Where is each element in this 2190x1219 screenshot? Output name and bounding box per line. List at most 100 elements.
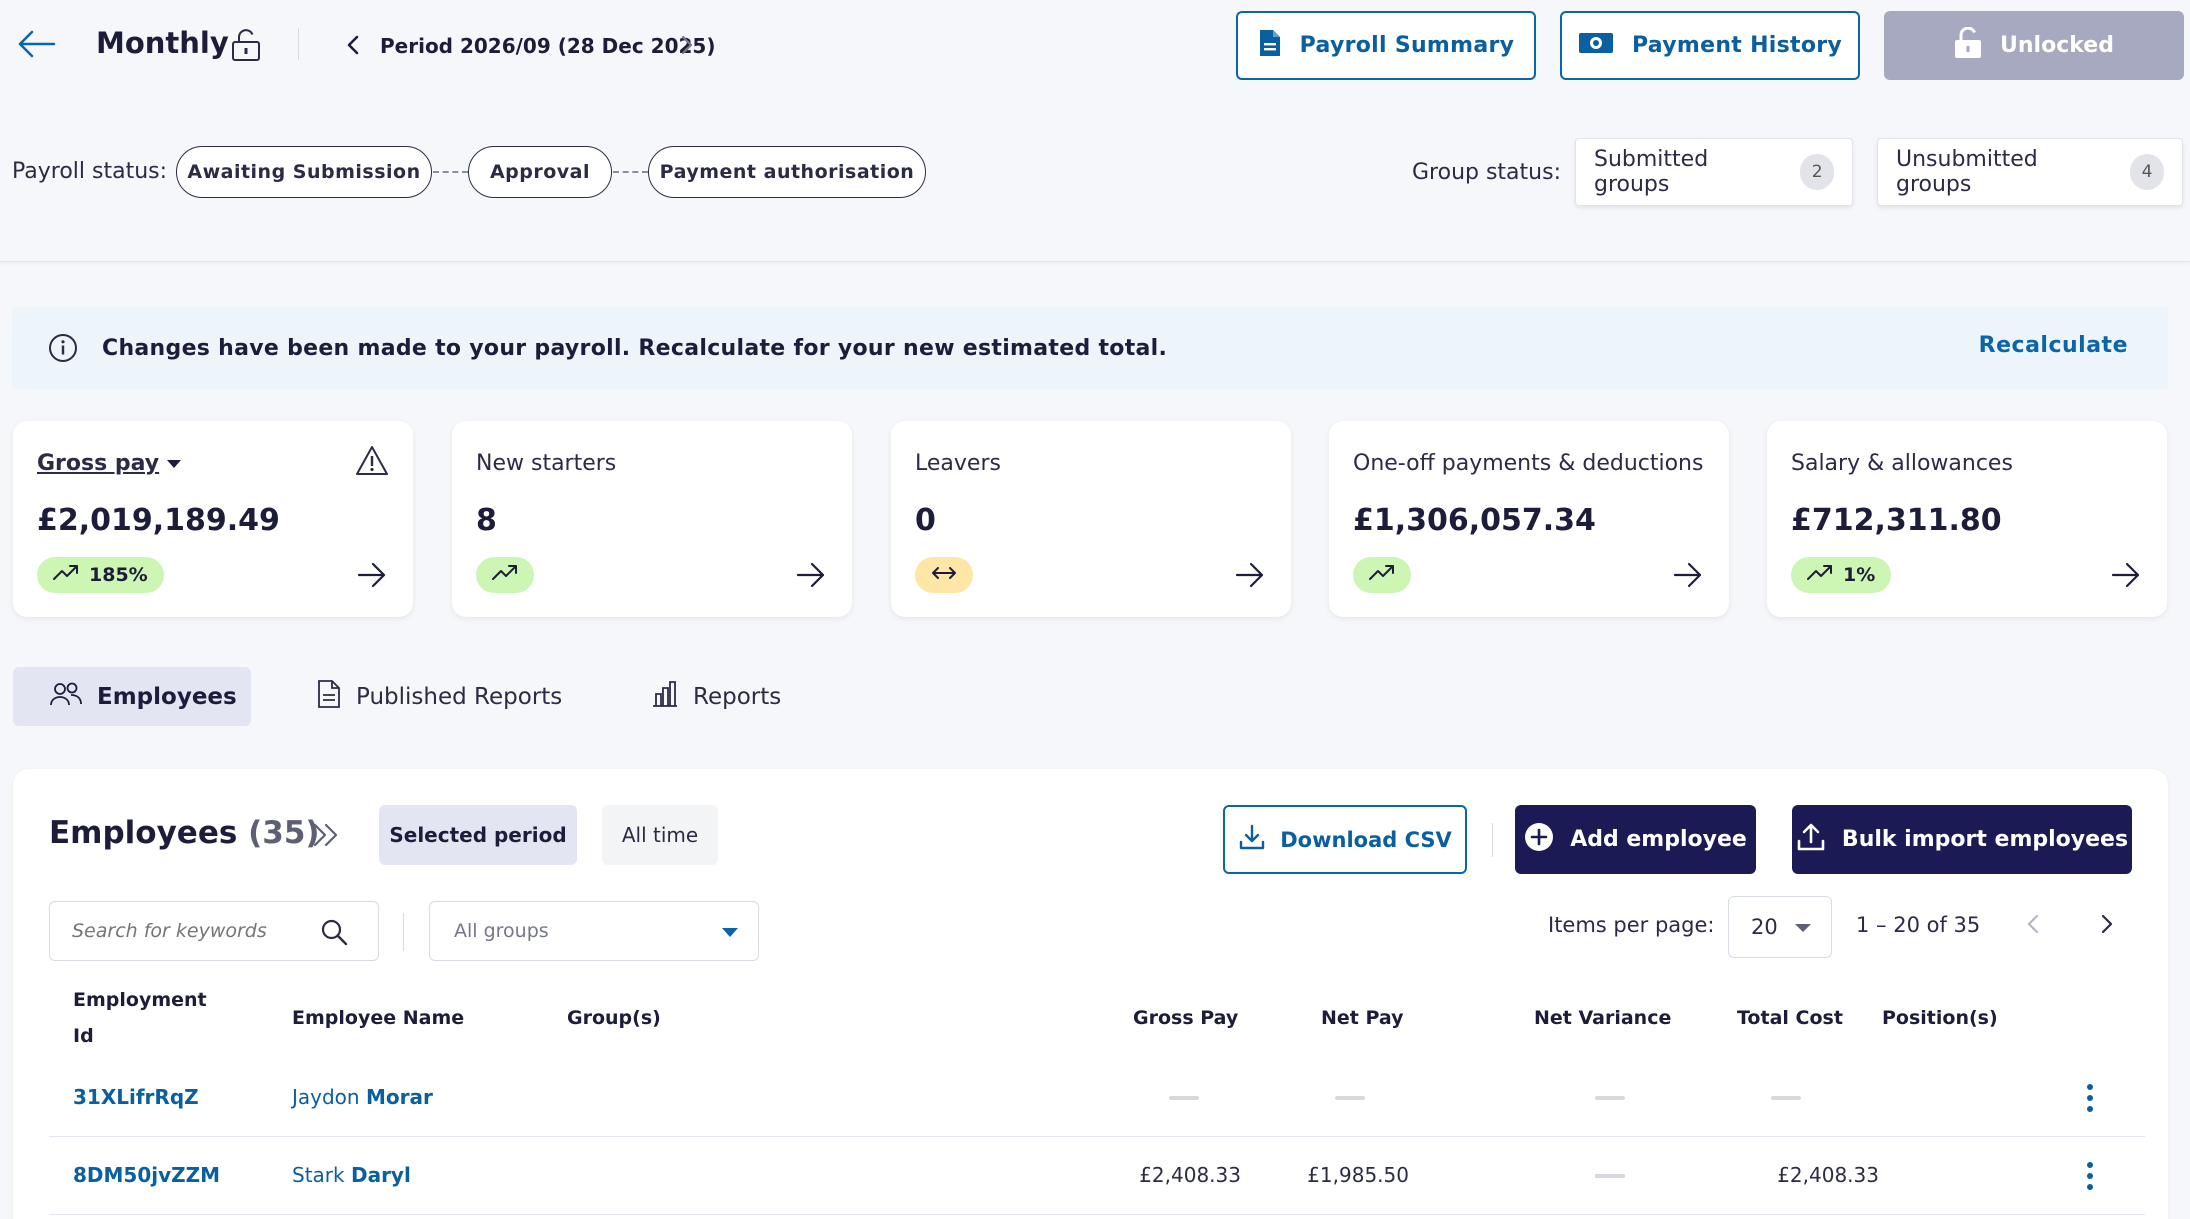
- trending-up-icon: [1807, 564, 1833, 586]
- payroll-frequency-title: Monthly: [96, 26, 229, 60]
- document-outline-icon: [316, 679, 342, 715]
- search-input[interactable]: [72, 920, 322, 942]
- gross-pay-card[interactable]: Gross pay £2,019,189.49 185%: [13, 421, 413, 617]
- column-header-total-cost[interactable]: Total Cost: [1737, 1007, 1843, 1029]
- step-connector: [433, 171, 468, 173]
- tab-label: Reports: [693, 683, 782, 710]
- column-header-gross-pay[interactable]: Gross Pay: [1133, 1007, 1239, 1029]
- leavers-card[interactable]: Leavers 0: [891, 421, 1291, 617]
- payment-history-label: Payment History: [1631, 33, 1843, 58]
- tab-published-reports[interactable]: Published Reports: [280, 667, 598, 726]
- chevron-right-icon[interactable]: [2091, 909, 2121, 939]
- arrow-right-icon[interactable]: [1235, 561, 1265, 589]
- download-csv-button[interactable]: Download CSV: [1223, 805, 1467, 874]
- selected-period-toggle[interactable]: Selected period: [379, 805, 577, 865]
- payroll-header: Monthly Period 2026/09 (28 Dec 2025) Pay…: [0, 0, 2190, 262]
- employment-id-link[interactable]: 8DM50jvZZM: [73, 1163, 221, 1187]
- double-chevron-right-icon[interactable]: [309, 819, 343, 851]
- period-selector: Period 2026/09 (28 Dec 2025): [380, 34, 715, 58]
- arrow-right-icon[interactable]: [796, 561, 826, 589]
- payroll-summary-button[interactable]: Payroll Summary: [1236, 11, 1536, 80]
- bulk-import-button[interactable]: Bulk import employees: [1792, 805, 2132, 874]
- column-header-net-variance[interactable]: Net Variance: [1534, 1007, 1672, 1029]
- plus-circle-icon: [1524, 822, 1554, 858]
- empty-value-dash: [1335, 1096, 1365, 1100]
- more-options-icon[interactable]: [2080, 1077, 2100, 1119]
- back-arrow-icon[interactable]: [14, 24, 58, 64]
- submitted-groups-count: 2: [1800, 154, 1834, 190]
- unlock-icon: [230, 28, 262, 62]
- card-label: Leavers: [915, 451, 1001, 476]
- unsubmitted-groups-label: Unsubmitted groups: [1896, 147, 2038, 197]
- padlock-open-icon: [1954, 26, 1982, 65]
- total-cost-value: £2,408.33: [1777, 1163, 1879, 1187]
- chevron-left-icon[interactable]: [342, 32, 366, 58]
- empty-value-dash: [1771, 1096, 1801, 1100]
- employees-count: (35): [248, 815, 320, 851]
- download-csv-label: Download CSV: [1280, 827, 1452, 852]
- arrow-right-icon[interactable]: [2111, 561, 2141, 589]
- add-employee-button[interactable]: Add employee: [1515, 805, 1756, 874]
- arrow-right-icon[interactable]: [1673, 561, 1703, 589]
- groups-select[interactable]: All groups: [429, 901, 759, 961]
- empty-value-dash: [1169, 1096, 1199, 1100]
- submitted-groups-button[interactable]: Submitted groups 2: [1575, 138, 1853, 206]
- empty-value-dash: [1595, 1174, 1625, 1178]
- arrow-right-icon[interactable]: [357, 561, 387, 589]
- employees-title-text: Employees: [49, 815, 238, 851]
- column-header-employee-name[interactable]: Employee Name: [292, 1007, 465, 1029]
- payroll-summary-label: Payroll Summary: [1299, 33, 1515, 58]
- search-box[interactable]: [49, 901, 379, 961]
- warning-icon: [355, 445, 389, 477]
- trending-up-icon: [53, 564, 79, 586]
- all-time-toggle[interactable]: All time: [602, 805, 718, 865]
- card-label: One-off payments & deductions: [1353, 451, 1704, 476]
- gross-pay-value: £2,408.33: [1139, 1163, 1241, 1187]
- status-step-approval: Approval: [468, 146, 612, 198]
- tab-label: Published Reports: [356, 683, 563, 710]
- gross-pay-dropdown[interactable]: Gross pay: [37, 451, 182, 476]
- column-header-employment-id[interactable]: Employment Id: [73, 989, 207, 1047]
- tab-employees[interactable]: Employees: [13, 667, 251, 726]
- employees-title: Employees (35): [49, 815, 320, 851]
- trend-badge: [1353, 557, 1411, 593]
- chevron-right-icon[interactable]: [674, 32, 698, 58]
- unsubmitted-groups-button[interactable]: Unsubmitted groups 4: [1877, 138, 2183, 206]
- pagination-range: 1 – 20 of 35: [1856, 913, 1981, 937]
- horizontal-arrows-icon: [931, 564, 957, 586]
- new-starters-card[interactable]: New starters 8: [452, 421, 852, 617]
- column-header-groups[interactable]: Group(s): [567, 1007, 661, 1029]
- payroll-status-label: Payroll status:: [12, 159, 168, 184]
- table-row[interactable]: 8DM50jvZZM Stark Daryl £2,408.33 £1,985.…: [49, 1137, 2145, 1215]
- unlocked-button[interactable]: Unlocked: [1884, 11, 2184, 80]
- trend-value: 1%: [1843, 564, 1876, 586]
- upload-icon: [1796, 822, 1826, 858]
- tab-reports[interactable]: Reports: [615, 667, 817, 726]
- one-off-payments-card[interactable]: One-off payments & deductions £1,306,057…: [1329, 421, 1729, 617]
- employee-name-link[interactable]: Stark Daryl: [292, 1163, 411, 1187]
- column-header-positions[interactable]: Position(s): [1882, 1007, 1998, 1029]
- unsubmitted-groups-count: 4: [2129, 154, 2164, 190]
- table-row[interactable]: 31XLifrRqZ Jaydon Morar: [49, 1059, 2145, 1137]
- bulk-import-label: Bulk import employees: [1841, 827, 2129, 852]
- employees-panel: Employees (35) Selected period All time …: [13, 769, 2168, 1219]
- payment-history-button[interactable]: Payment History: [1560, 11, 1860, 80]
- net-pay-value: £1,985.50: [1307, 1163, 1409, 1187]
- chevron-left-icon[interactable]: [2019, 909, 2049, 939]
- header-divider: [298, 28, 299, 60]
- trend-badge: [915, 557, 973, 593]
- caret-down-icon: [167, 460, 182, 468]
- items-per-page-select[interactable]: 20: [1728, 896, 1832, 958]
- employee-name-link[interactable]: Jaydon Morar: [292, 1085, 433, 1109]
- search-icon[interactable]: [320, 918, 348, 946]
- employment-id-link[interactable]: 31XLifrRqZ: [73, 1085, 199, 1109]
- column-header-net-pay[interactable]: Net Pay: [1321, 1007, 1404, 1029]
- download-icon: [1238, 823, 1266, 856]
- caret-down-icon: [722, 928, 738, 937]
- bar-chart-icon: [651, 680, 679, 714]
- salary-allowances-card[interactable]: Salary & allowances £712,311.80 1%: [1767, 421, 2167, 617]
- banner-message: Changes have been made to your payroll. …: [102, 335, 1168, 361]
- more-options-icon[interactable]: [2080, 1155, 2100, 1197]
- recalculate-link[interactable]: Recalculate: [1978, 333, 2128, 358]
- employee-last-name: Daryl: [350, 1163, 411, 1187]
